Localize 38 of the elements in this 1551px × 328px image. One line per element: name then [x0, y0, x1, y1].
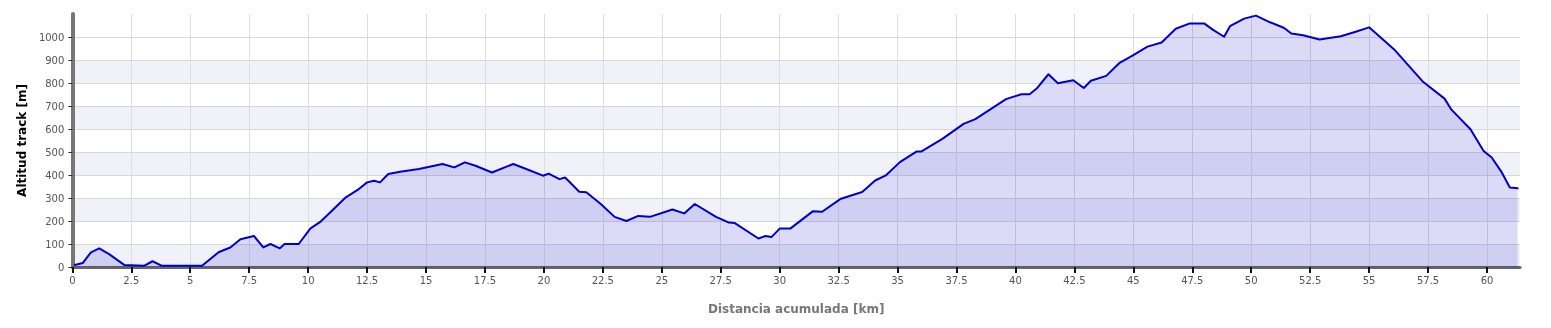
- x-tick-label: 7.5: [241, 274, 258, 286]
- y-tick-label: 1000: [38, 31, 65, 43]
- y-tick-label: 900: [45, 54, 65, 66]
- x-tick-label: 15: [419, 274, 433, 286]
- x-tick-label: 0: [69, 274, 76, 286]
- x-tick-label: 32.5: [827, 274, 850, 286]
- y-tick-label: 800: [45, 77, 65, 89]
- y-tick-label: 100: [45, 238, 65, 250]
- y-tick-label: 0: [57, 261, 65, 273]
- x-tick-label: 55: [1362, 274, 1376, 286]
- y-tick-label: 300: [45, 192, 65, 204]
- x-tick-label: 5: [187, 274, 194, 286]
- x-tick-label: 50: [1244, 274, 1258, 286]
- x-tick-label: 37.5: [945, 274, 968, 286]
- x-tick-label: 40: [1009, 274, 1022, 286]
- x-tick-label: 47.5: [1181, 274, 1204, 286]
- x-tick-label: 2.5: [123, 274, 140, 286]
- x-tick-label: 27.5: [709, 274, 732, 286]
- y-tick-label: 700: [45, 100, 65, 112]
- y-tick-label: 200: [45, 215, 65, 227]
- x-tick-label: 20: [537, 274, 551, 286]
- x-tick-label: 60: [1480, 274, 1494, 286]
- y-tick-label: 400: [45, 169, 65, 181]
- x-tick-label: 42.5: [1063, 274, 1086, 286]
- y-axis-title: Altitud track [m]: [15, 84, 29, 197]
- x-tick-label: 25: [655, 274, 669, 286]
- x-tick-label: 45: [1126, 274, 1140, 286]
- x-tick-label: 57.5: [1416, 274, 1440, 286]
- x-tick-label: 30: [773, 274, 787, 286]
- y-tick-label: 600: [45, 123, 65, 135]
- x-tick-label: 52.5: [1299, 274, 1322, 286]
- x-tick-label: 22.5: [591, 274, 614, 286]
- x-tick-label: 17.5: [473, 274, 497, 286]
- x-tick-label: 12.5: [355, 274, 379, 286]
- x-tick-label: 10: [301, 274, 315, 286]
- x-axis-title: Distancia acumulada [km]: [707, 302, 885, 316]
- y-tick-label: 500: [45, 146, 65, 158]
- x-tick-label: 35: [891, 274, 904, 286]
